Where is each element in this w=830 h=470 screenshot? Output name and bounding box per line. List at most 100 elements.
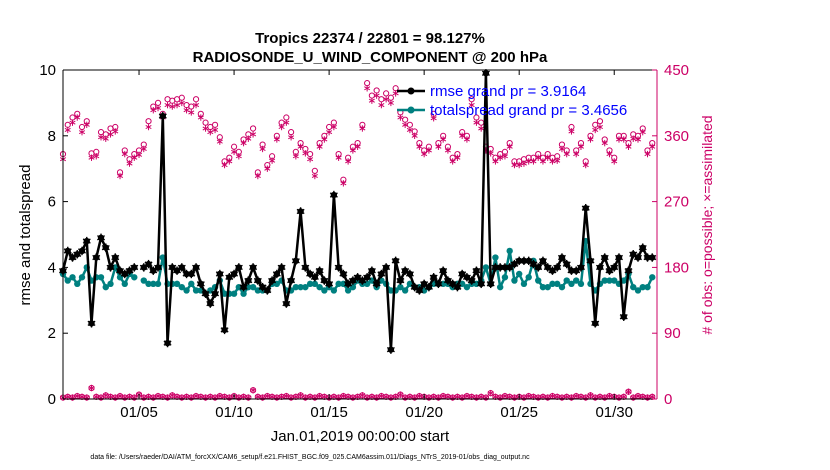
obs-assimilated-point <box>615 136 623 143</box>
rmse-point <box>377 269 386 279</box>
obs-assimilated-point <box>188 109 195 116</box>
footnote: data file: /Users/raeder/DAI/ATM_forcXX/… <box>90 454 530 461</box>
obs-assimilated-point <box>549 158 556 165</box>
rmse-point <box>553 263 562 272</box>
obs-assimilated-point <box>88 154 95 161</box>
obs-assimilated-point <box>273 136 280 143</box>
spread-point <box>482 264 490 271</box>
obs-assimilated-point <box>335 154 342 161</box>
rmse-point <box>576 263 585 272</box>
obs-assimilated-point <box>340 180 347 187</box>
spread-point <box>577 280 585 288</box>
rmse-point <box>282 299 291 308</box>
legend-spread-label: totalspread grand pr = 3.4656 <box>430 102 627 119</box>
spread-point <box>525 274 532 281</box>
obs-assimilated-point <box>349 147 356 154</box>
obs-assimilated-point <box>155 104 162 112</box>
obs-assimilated-point <box>468 101 475 109</box>
obs-assimilated-point <box>64 126 71 134</box>
rmse-point <box>111 253 120 262</box>
rmse-point <box>211 289 220 298</box>
obs-assimilated-point <box>425 147 432 154</box>
rmse-point <box>296 207 305 216</box>
spread-point <box>601 277 608 284</box>
obs-assimilated-point <box>392 90 399 97</box>
obs-assimilated-point <box>321 136 328 143</box>
obs-assimilated-point <box>606 150 613 158</box>
obs-assimilated-point <box>492 158 499 165</box>
obs-assimilated-point <box>131 154 138 161</box>
spread-point <box>321 287 328 294</box>
spread-point <box>107 280 114 288</box>
obs-assimilated-point <box>307 155 314 163</box>
spread-point <box>649 274 656 281</box>
rmse-point <box>648 253 657 262</box>
obs-assimilated-point <box>121 150 128 158</box>
rmse-point <box>382 263 391 272</box>
rmse-point <box>467 276 476 285</box>
legend-spread-marker <box>407 106 415 114</box>
spread-point <box>302 283 309 291</box>
spread-point <box>145 280 152 288</box>
spread-point <box>630 283 637 291</box>
rmse-point <box>429 273 438 282</box>
obs-assimilated-point <box>330 123 337 131</box>
rmse-point <box>595 263 604 272</box>
obs-assimilated-point <box>387 99 394 107</box>
obs-assimilated-point <box>212 126 219 134</box>
rmse-point <box>144 259 153 269</box>
y-tick-label: 8 <box>48 128 56 145</box>
obs-assimilated-point <box>440 136 447 143</box>
spread-point <box>501 274 509 281</box>
spread-point <box>401 287 409 294</box>
obs-assimilated-point <box>135 151 143 159</box>
legend-rmse-marker <box>407 87 415 95</box>
rmse-point <box>614 253 623 262</box>
obs-possible-point <box>383 90 390 97</box>
obs-assimilated-point <box>620 136 627 143</box>
obs-assimilated-point <box>587 136 594 143</box>
obs-assimilated-point <box>197 114 204 121</box>
rmse-point <box>562 259 571 269</box>
spread-point <box>221 290 228 297</box>
obs-assimilated-point <box>397 391 404 398</box>
rmse-point <box>610 263 619 272</box>
obs-assimilated-point <box>78 128 86 136</box>
rmse-point <box>367 266 376 275</box>
rmse-point <box>291 256 300 266</box>
rmse-point <box>334 263 343 272</box>
rmse-point <box>78 246 87 256</box>
spread-point <box>69 274 76 281</box>
obs-assimilated-point <box>216 138 223 145</box>
rmse-point <box>215 269 224 279</box>
rmse-point <box>524 256 533 266</box>
y-tick-label: 4 <box>48 259 56 276</box>
rmse-point <box>187 269 196 279</box>
obs-assimilated-point <box>411 132 418 139</box>
obs-assimilated-point <box>463 136 470 143</box>
spread-point <box>634 287 642 294</box>
rmse-point <box>249 263 258 272</box>
rmse-point <box>301 263 310 272</box>
y-axis-ticks: 0 2 4 6 8 10 <box>39 62 68 408</box>
obs-assimilated-point <box>554 157 561 164</box>
obs-assimilated-point <box>506 143 513 150</box>
obs-assimilated-point <box>530 158 537 165</box>
spread-point <box>335 280 342 288</box>
obs-assimilated-point <box>74 114 81 121</box>
spread-point <box>178 283 185 291</box>
obs-assimilated-point <box>107 131 114 138</box>
obs-possible-point <box>249 125 257 132</box>
obs-assimilated-point <box>625 388 632 395</box>
spread-point <box>644 283 651 291</box>
rmse-point <box>538 256 547 266</box>
obs-assimilated-point <box>254 172 261 180</box>
obs-assimilated-point <box>601 139 608 147</box>
obs-assimilated-point <box>501 153 508 160</box>
obs-assimilated-point <box>345 158 352 165</box>
obs-assimilated-point <box>639 128 646 136</box>
obs-assimilated-point <box>240 139 247 147</box>
rmse-point <box>196 279 205 289</box>
obs-assimilated-point <box>311 172 318 180</box>
obs-assimilated-point <box>359 125 366 132</box>
